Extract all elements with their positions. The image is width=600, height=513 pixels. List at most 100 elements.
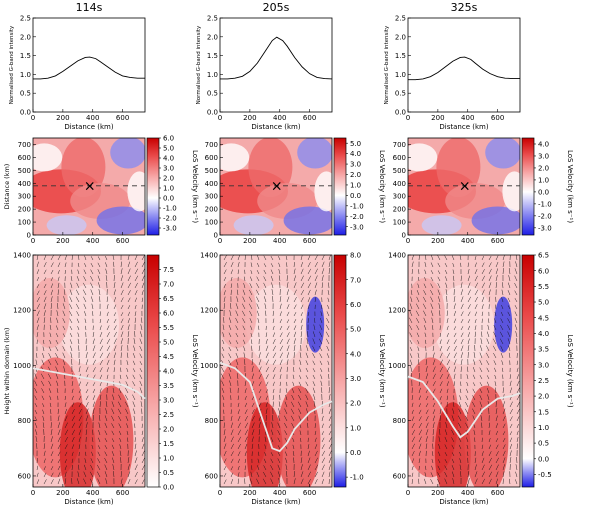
velocity-arrow — [43, 450, 46, 457]
velocity-arrow — [411, 402, 414, 408]
x-tick-label: 400 — [86, 489, 99, 497]
velocity-arrow — [509, 478, 511, 485]
velocity-arrow — [300, 464, 303, 471]
y-tick-label: 600 — [205, 472, 218, 480]
velocity-arrow — [35, 359, 38, 366]
velocity-arrow — [251, 409, 255, 415]
velocity-arrow — [437, 289, 441, 296]
velocity-arrow — [451, 452, 455, 457]
velocity-arrow — [92, 415, 94, 422]
velocity-arrow — [36, 443, 38, 450]
velocity-arrow — [444, 444, 448, 450]
velocity-arrow — [458, 429, 462, 436]
colorbar-label: LoS Velocity (km s⁻¹) — [566, 334, 574, 407]
velocity-arrow — [451, 458, 455, 464]
velocity-arrow — [263, 263, 267, 268]
velocity-arrow — [125, 408, 129, 415]
velocity-arrow — [453, 352, 457, 359]
velocity-arrow — [113, 304, 117, 310]
velocity-arrow — [69, 318, 73, 324]
velocity-arrow — [265, 389, 268, 394]
velocity-arrow — [265, 359, 269, 366]
velocity-arrow — [56, 380, 59, 387]
velocity-arrow — [43, 303, 47, 310]
velocity-arrow — [99, 394, 102, 401]
velocity-arrow — [228, 353, 232, 359]
velocity-arrow — [509, 450, 512, 457]
velocity-arrow — [515, 255, 518, 261]
velocity-arrow — [133, 415, 136, 422]
velocity-arrow — [64, 471, 67, 478]
velocity-arrow — [270, 275, 274, 282]
velocity-arrow — [250, 339, 253, 345]
velocity-arrow — [257, 318, 260, 324]
velocity-arrow — [48, 346, 52, 352]
velocity-arrow — [446, 395, 448, 401]
velocity-arrow — [64, 408, 67, 415]
velocity-arrow — [459, 255, 462, 261]
colorbar-tick-label: -1.0 — [163, 205, 177, 213]
velocity-arrow — [305, 367, 309, 373]
velocity-arrow — [444, 429, 448, 436]
velocity-arrow — [113, 345, 117, 352]
velocity-arrow — [99, 359, 103, 366]
x-tick-label: 0 — [31, 114, 35, 122]
velocity-arrow — [328, 416, 332, 422]
velocity-arrow — [48, 373, 52, 380]
velocity-arrow — [328, 394, 331, 401]
velocity-arrow — [222, 346, 225, 352]
velocity-arrow — [236, 296, 239, 303]
velocity-arrow — [417, 283, 420, 289]
downflow-region — [306, 296, 325, 353]
velocity-arrow — [474, 325, 477, 331]
velocity-arrow — [514, 317, 518, 324]
velocity-arrow — [416, 317, 420, 324]
velocity-arrow — [418, 387, 421, 394]
velocity-arrow — [424, 472, 427, 478]
velocity-arrow — [133, 345, 136, 352]
velocity-arrow — [132, 353, 136, 359]
velocity-arrow — [515, 331, 518, 338]
velocity-arrow — [293, 282, 297, 289]
velocity-arrow — [71, 381, 74, 387]
velocity-arrow — [235, 359, 239, 366]
velocity-arrow — [112, 387, 115, 394]
velocity-arrow — [118, 394, 122, 401]
velocity-region — [283, 206, 332, 235]
velocity-arrow — [57, 429, 61, 436]
velocity-arrow — [481, 331, 483, 338]
velocity-arrow — [446, 325, 449, 331]
velocity-arrow — [285, 388, 288, 394]
velocity-arrow — [277, 464, 281, 471]
velocity-arrow — [43, 277, 47, 282]
velocity-arrow — [141, 450, 145, 457]
velocity-arrow — [257, 465, 260, 471]
velocity-arrow — [299, 430, 302, 436]
velocity-arrow — [495, 464, 499, 471]
velocity-arrow — [495, 457, 499, 464]
velocity-arrow — [460, 282, 463, 289]
velocity-arrow — [328, 261, 331, 268]
velocity-arrow — [446, 381, 449, 387]
velocity-arrow — [235, 317, 239, 324]
velocity-arrow — [492, 345, 497, 352]
velocity-arrow — [300, 478, 304, 485]
velocity-arrow — [36, 472, 39, 478]
velocity-arrow — [258, 366, 262, 373]
y-tick-label: 0 — [214, 232, 218, 240]
velocity-arrow — [230, 478, 234, 485]
velocity-arrow — [326, 345, 330, 352]
velocity-arrow — [320, 387, 323, 394]
velocity-arrow — [106, 359, 110, 366]
velocity-arrow — [431, 465, 434, 471]
velocity-arrow — [78, 429, 82, 436]
velocity-arrow — [439, 408, 442, 415]
y-tick-label: 300 — [393, 193, 406, 201]
velocity-arrow — [271, 429, 274, 436]
velocity-arrow — [495, 444, 499, 450]
velocity-arrow — [76, 478, 80, 485]
panel-title: 205s — [263, 1, 290, 14]
x-tick-label: 400 — [86, 237, 99, 245]
velocity-arrow — [494, 311, 497, 317]
velocity-arrow — [495, 478, 498, 485]
